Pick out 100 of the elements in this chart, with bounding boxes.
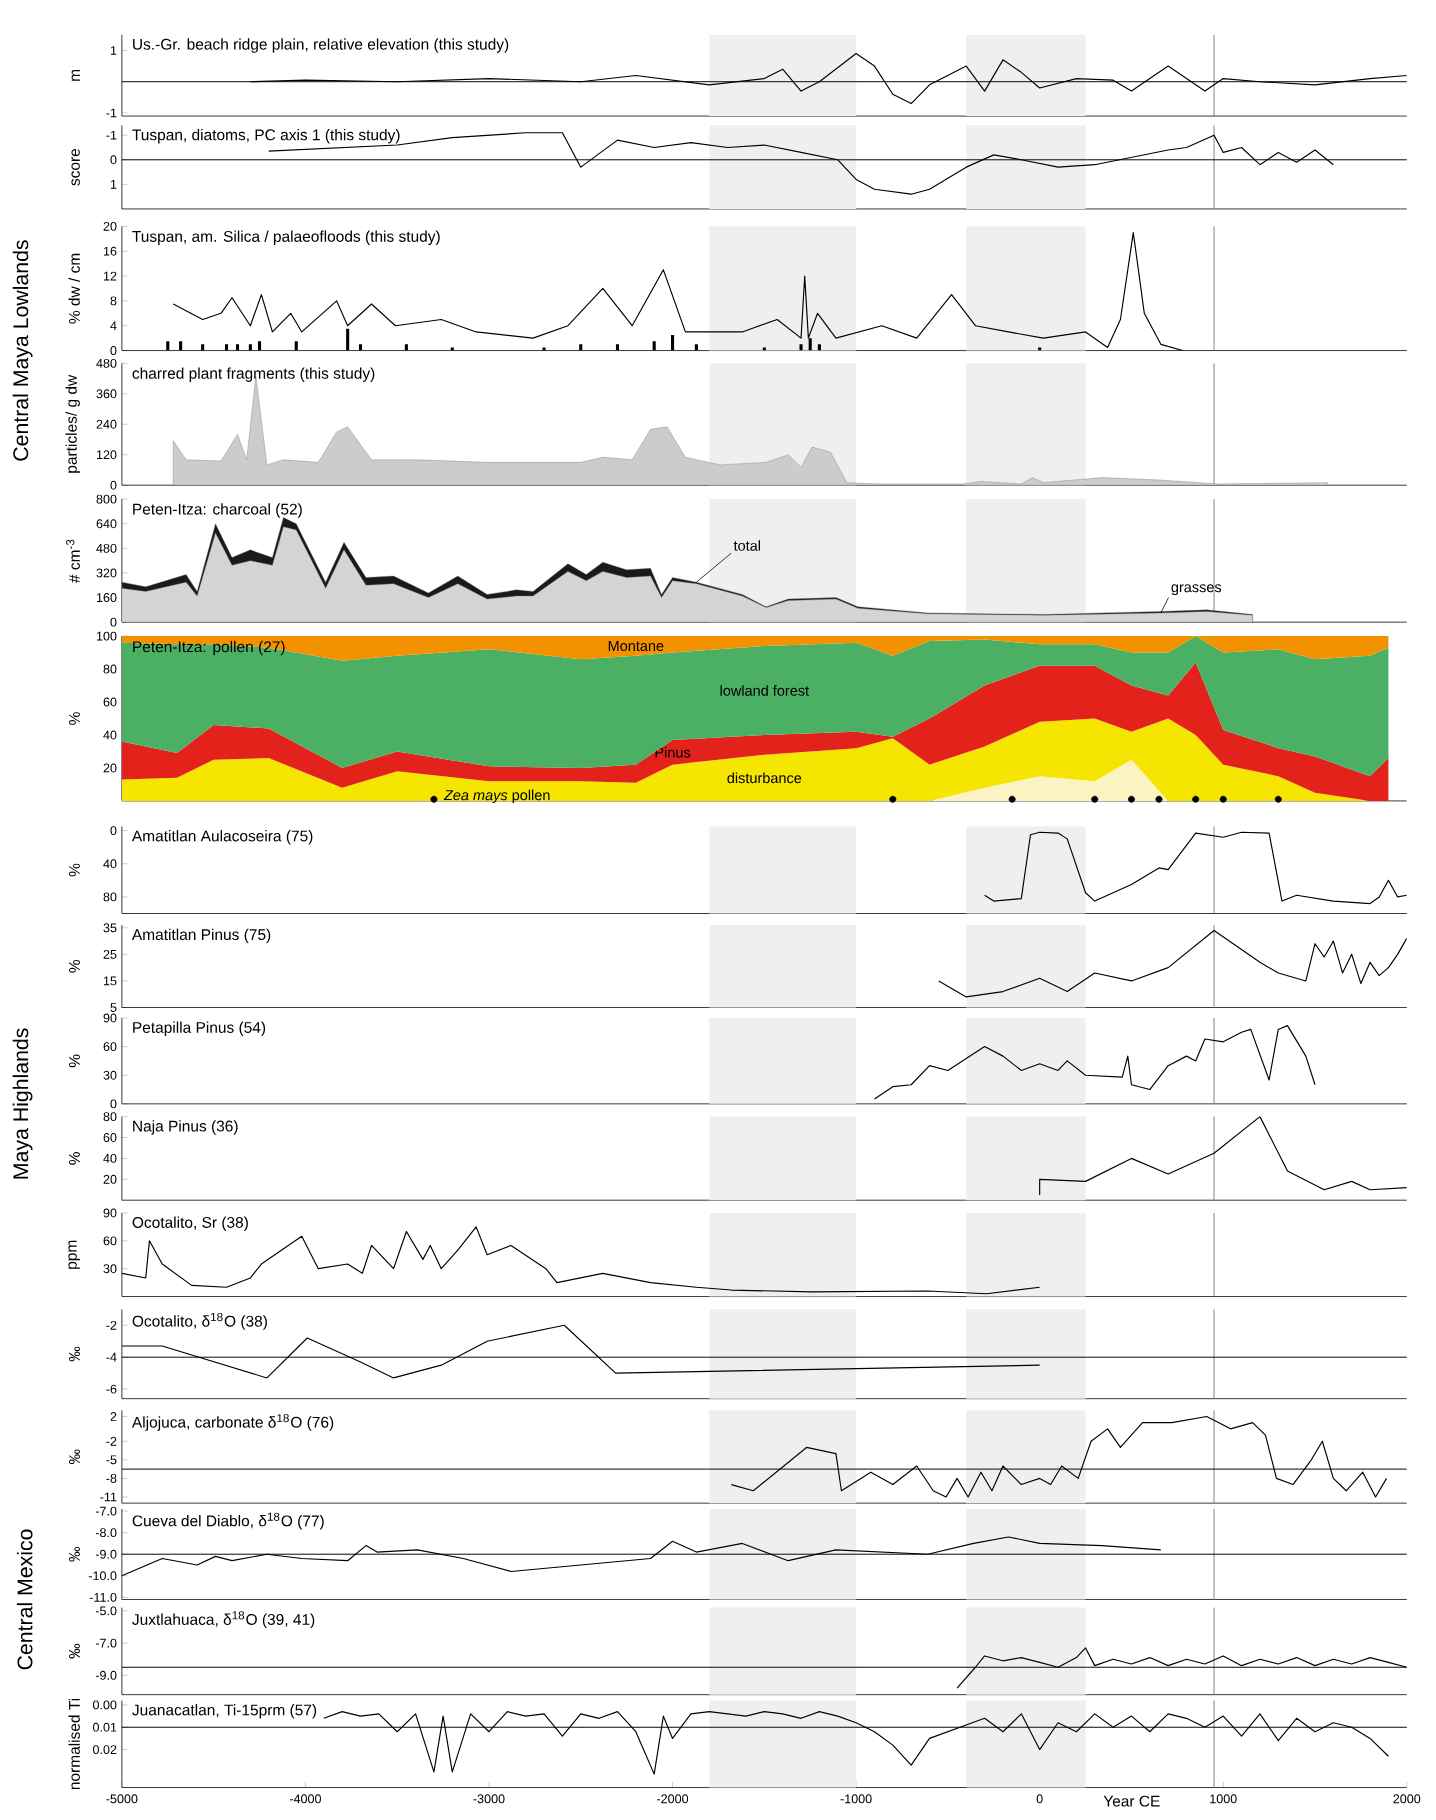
y-axis-title: ‰ (69, 1449, 80, 1465)
y-tick-label: -11 (100, 1492, 117, 1502)
y-tick-label: 80 (103, 892, 117, 902)
y-tick-label: -2 (106, 1320, 117, 1330)
chart-title: Peten-Itza: charcoal (52) (133, 503, 302, 518)
y-tick-label: 8 (110, 296, 117, 306)
y-tick-label: 1 (111, 46, 117, 55)
series-label: Zea mays pollen (443, 789, 550, 804)
y-tick-label: 0 (110, 826, 117, 836)
y-tick-label: 30 (103, 1070, 117, 1080)
y-tick-label: -1 (106, 108, 117, 118)
chart-title: Ocotalito, Sr (38) (132, 1216, 248, 1231)
y-tick-label: 40 (103, 1153, 117, 1163)
y-tick-label: 160 (97, 593, 117, 602)
y-tick-label: 1 (111, 180, 117, 189)
y-tick-label: -9.0 (95, 1549, 117, 1559)
x-tick-label: -1000 (840, 1794, 872, 1804)
y-tick-label: 0 (110, 1099, 117, 1109)
y-tick-label: 5 (110, 1003, 117, 1012)
x-tick-label: -3000 (473, 1794, 505, 1804)
y-tick-label: -5.0 (95, 1606, 117, 1616)
y-axis-title: ‰ (69, 1546, 80, 1562)
x-tick-label: 2000 (1393, 1794, 1421, 1804)
y-tick-label: 0.00 (93, 1700, 117, 1710)
y-tick-label: 100 (97, 631, 117, 641)
series-label: disturbance (727, 772, 802, 784)
y-tick-label: -10.0 (88, 1571, 117, 1581)
text: Central Maya Lowlands (12, 240, 33, 461)
chart-title: Juanacatlan, Ti-15prm (57) (132, 1704, 317, 1719)
y-tick-label: 25 (103, 949, 117, 959)
y-tick-label: -4 (106, 1352, 117, 1362)
y-tick-label: 40 (103, 730, 117, 740)
y-axis-title: % (69, 712, 80, 725)
chart-title: Cueva del Diablo, δ$^{18}$O (77) (132, 1512, 324, 1530)
y-tick-label: -8 (106, 1473, 117, 1483)
x-tick-label: 1000 (1210, 1794, 1237, 1804)
y-tick-label: 320 (96, 568, 117, 578)
y-tick-label: 0 (110, 480, 117, 490)
y-tick-label: 40 (103, 859, 117, 869)
y-tick-label: 60 (103, 1236, 117, 1246)
chart-title: Amatitlan Pinus (75) (132, 928, 271, 944)
series-label: Montane (608, 640, 664, 652)
y-tick-label: 2 (110, 1412, 117, 1421)
y-tick-label: 60 (103, 1133, 117, 1142)
y-tick-label: 480 (96, 358, 117, 368)
y-axis-title: ‰ (69, 1643, 80, 1659)
y-tick-label: 80 (103, 1112, 117, 1122)
y-axis-title: % (69, 1054, 80, 1068)
y-tick-label: 12 (104, 271, 117, 281)
chart-title: Aljojuca, carbonate δ$^{18}$O (76) (132, 1414, 334, 1431)
y-tick-label: 0.02 (93, 1745, 117, 1755)
y-axis-title: normalised Ti (68, 1698, 80, 1790)
series-label: lowland forest (720, 685, 810, 696)
x-tick-label: -2000 (657, 1794, 689, 1804)
chart-title: Tuspan, diatoms, PC axis 1 (this study) (132, 128, 400, 144)
y-tick-label: -11.0 (89, 1592, 117, 1602)
y-tick-label: -9.0 (95, 1670, 117, 1680)
series-label: grasses (1171, 584, 1222, 596)
y-tick-label: -1 (106, 130, 117, 140)
y-axis-title: % dw / cm (68, 253, 80, 324)
y-tick-label: 480 (96, 543, 117, 553)
y-tick-label: 640 (96, 519, 117, 529)
y-tick-label: 15 (104, 976, 117, 986)
y-axis-title: % (69, 959, 80, 973)
y-tick-label: 90 (103, 1208, 117, 1218)
chart-title: Naja Pinus (36) (133, 1120, 238, 1135)
text: Maya Highlands (12, 1028, 33, 1179)
y-tick-label: 30 (103, 1264, 117, 1274)
y-tick-label: -8.0 (95, 1528, 117, 1538)
chart-title: Petapilla Pinus (54) (133, 1021, 266, 1037)
y-axis-title: ppm (68, 1240, 80, 1269)
y-tick-label: -2 (106, 1436, 117, 1446)
y-tick-label: 90 (103, 1013, 117, 1023)
chart-title: charred plant fragments (this study) (132, 367, 375, 382)
x-tick-label: -4000 (289, 1794, 322, 1804)
chart-title: Ocotalito, δ$^{18}$O (38) (132, 1312, 268, 1330)
y-tick-label: 0 (110, 617, 117, 627)
chart-title: Us.-Gr. beach ridge plain, relative elevation (this study) (133, 38, 509, 53)
y-axis-title: # cm$^{-3}$ (66, 539, 80, 583)
y-tick-label: -5 (106, 1455, 117, 1465)
y-tick-label: 0.01 (93, 1722, 117, 1732)
y-axis-title: % (69, 863, 80, 877)
chart-title: Tuspan, am. Silica / palaeofloods (this study) (132, 230, 440, 245)
y-tick-label: 0 (110, 346, 117, 355)
y-axis-title: ‰ (69, 1346, 80, 1362)
y-axis-title: particles/ g dw (65, 374, 80, 473)
y-tick-label: 120 (97, 450, 117, 460)
y-tick-label: 240 (96, 419, 117, 429)
y-tick-label: -7.0 (95, 1638, 117, 1648)
y-tick-label: -6 (106, 1384, 117, 1394)
y-axis-title: score (71, 148, 80, 186)
y-axis-title: % (69, 1152, 80, 1165)
y-tick-label: -7.0 (95, 1506, 117, 1516)
text: Central Mexico (16, 1529, 33, 1670)
y-tick-label: 60 (103, 1042, 117, 1052)
y-tick-label: 20 (103, 763, 117, 773)
y-tick-label: 60 (103, 697, 117, 707)
y-tick-label: 35 (103, 923, 117, 933)
y-tick-label: 360 (96, 389, 117, 399)
x-axis-title: Year CE (1103, 1795, 1160, 1807)
